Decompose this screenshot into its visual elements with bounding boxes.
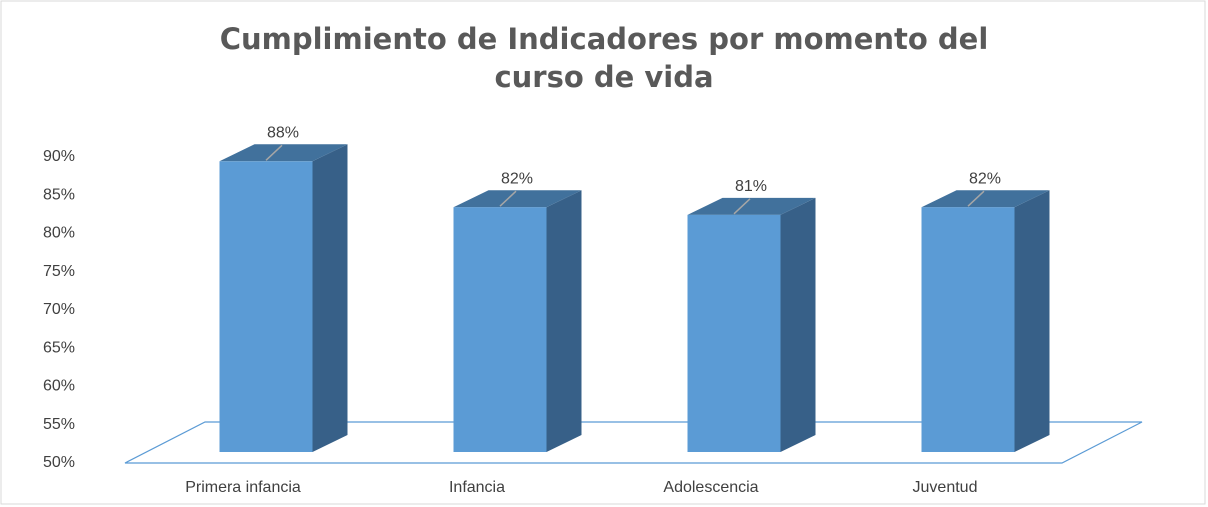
- bar-side: [312, 144, 348, 453]
- bar: [453, 190, 582, 452]
- y-tick-label: 60%: [43, 378, 75, 395]
- bar-front: [219, 161, 313, 453]
- y-tick-label: 50%: [43, 454, 75, 471]
- bar-front: [453, 207, 547, 452]
- value-label: 82%: [501, 170, 533, 187]
- y-tick-label: 80%: [43, 225, 75, 242]
- value-label: 82%: [969, 170, 1001, 187]
- value-label: 81%: [735, 178, 767, 195]
- bar: [219, 144, 348, 453]
- bar-top: [921, 190, 1050, 208]
- label-leader: [499, 190, 517, 207]
- bar-front: [921, 207, 1015, 452]
- label-leader: [967, 190, 985, 207]
- y-tick-label: 55%: [43, 416, 75, 433]
- y-tick-label: 75%: [43, 263, 75, 280]
- bar-front: [687, 214, 781, 452]
- label-leader: [265, 144, 283, 161]
- x-tick-label: Primera infancia: [185, 479, 301, 496]
- value-label: 88%: [267, 125, 299, 142]
- x-tick-label: Adolescencia: [663, 479, 758, 496]
- bar: [921, 190, 1050, 452]
- y-tick-label: 65%: [43, 339, 75, 356]
- floor: [124, 421, 1143, 464]
- bar-side: [1014, 190, 1050, 452]
- bar: [687, 197, 816, 452]
- chart-title: Cumplimiento de Indicadores por momento …: [219, 22, 989, 94]
- bar-top: [453, 190, 582, 208]
- bar-side: [780, 197, 816, 452]
- y-tick-label: 85%: [43, 186, 75, 203]
- y-tick-label: 90%: [43, 148, 75, 165]
- y-tick-label: 70%: [43, 301, 75, 318]
- x-tick-label: Infancia: [449, 479, 505, 496]
- bar-top: [219, 144, 348, 162]
- x-tick-label: Juventud: [913, 479, 978, 496]
- bar-side: [546, 190, 582, 452]
- label-leader: [733, 198, 751, 215]
- bar-top: [687, 197, 816, 215]
